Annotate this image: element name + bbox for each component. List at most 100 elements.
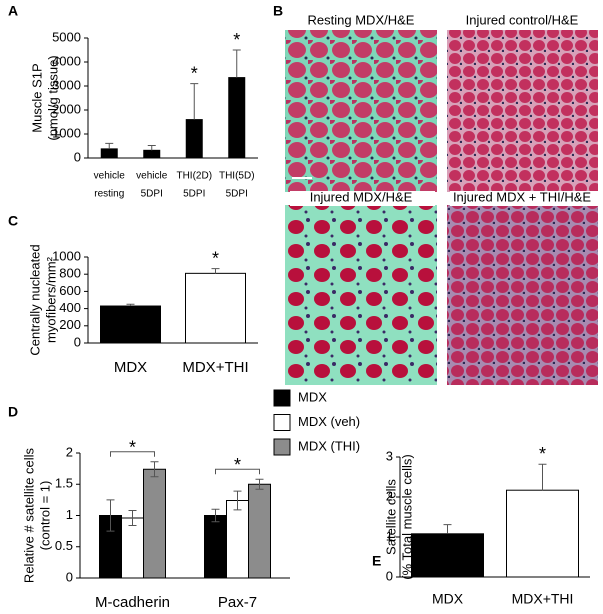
bar: [185, 272, 246, 344]
bar: [185, 119, 203, 159]
legend-swatch: [273, 438, 291, 456]
histology-image: [285, 205, 437, 385]
legend-swatch: [273, 389, 291, 407]
y-tick-label: 0.5: [55, 538, 73, 553]
y-axis-label: Relative # satellite cells: [21, 447, 36, 583]
bar: [121, 517, 144, 579]
bar: [248, 483, 271, 579]
bar: [100, 148, 118, 159]
y-axis-label: (% Total muscle cells): [399, 454, 414, 579]
y-tick-label: 200: [59, 317, 81, 332]
significance-mark: *: [234, 455, 241, 475]
error-bar: [255, 478, 264, 490]
significance-mark: *: [191, 63, 198, 83]
x-tick-label: resting: [94, 189, 124, 200]
x-tick-label: MDX: [432, 591, 464, 607]
bar: [506, 489, 579, 578]
histology-panel: B Resting MDX/H&E Injured control/H&E In…: [273, 3, 598, 385]
x-tick-label: M-cadherin: [95, 594, 170, 611]
error-bar: [190, 83, 199, 120]
x-tick-label: 5DPI: [141, 189, 163, 200]
panel-letter: B: [273, 3, 283, 19]
panel-letter: C: [8, 213, 18, 229]
x-tick-label: 5DPI: [183, 189, 205, 200]
panel-letter: E: [372, 553, 381, 569]
y-tick-label: 400: [59, 300, 81, 315]
error-bar: [233, 490, 242, 511]
x-tick-label: MDX: [114, 359, 147, 376]
y-tick-label: 800: [59, 266, 81, 281]
y-tick-label: 0: [74, 149, 81, 164]
y-tick-label: 2000: [52, 101, 81, 116]
x-tick-label: 5DPI: [226, 189, 248, 200]
x-tick-label: vehicle: [94, 171, 126, 182]
error-bar: [232, 49, 241, 78]
significance-bracket: [110, 451, 155, 457]
y-tick-label: 0: [386, 568, 393, 583]
legend-label: MDX (THI): [298, 438, 360, 453]
label-bg: [450, 191, 598, 206]
error-bar: [211, 508, 220, 523]
significance-mark: *: [233, 30, 240, 50]
panel-letter: D: [8, 404, 18, 420]
error-bar: [211, 268, 220, 274]
y-tick-label: 5000: [52, 29, 81, 44]
y-tick-label: 1000: [52, 125, 81, 140]
error-bar: [147, 145, 156, 151]
image-label: Resting MDX/H&E: [308, 12, 415, 27]
y-axis-label: Muscle S1P: [29, 63, 44, 132]
legend-swatch: [273, 414, 291, 431]
y-tick-label: 0: [74, 334, 81, 349]
y-tick-label: 4000: [52, 53, 81, 68]
y-tick-label: 1: [386, 528, 393, 543]
y-axis-label: (pmol/g tissue): [45, 55, 60, 140]
histology-image: [447, 205, 598, 385]
histology-image: [285, 30, 437, 192]
legend-label: MDX (veh): [298, 414, 360, 429]
panel-letter: A: [8, 3, 18, 19]
error-bar: [538, 463, 547, 491]
y-tick-label: 1000: [52, 248, 81, 263]
y-tick-label: 0: [66, 569, 73, 584]
error-bar: [126, 303, 135, 307]
histology-image: [447, 30, 598, 192]
y-axis-label: (control = 1): [37, 481, 52, 551]
bar: [143, 468, 166, 579]
error-bar: [128, 510, 137, 526]
error-bar: [105, 142, 114, 149]
significance-mark: *: [539, 444, 546, 464]
y-axis-label: Centrally nucleated: [27, 244, 42, 355]
bar: [100, 305, 161, 344]
error-bar: [106, 499, 115, 532]
image-label: Injured MDX + THI/H&E: [453, 189, 591, 204]
x-tick-label: THI(2D): [176, 171, 212, 182]
bar: [226, 500, 249, 579]
x-tick-label: Pax-7: [218, 594, 257, 611]
significance-mark: *: [212, 248, 219, 268]
y-tick-label: 3000: [52, 77, 81, 92]
legend-label: MDX: [298, 389, 327, 404]
y-tick-label: 1.5: [55, 476, 73, 491]
label-bg: [290, 191, 435, 206]
y-tick-label: 1: [66, 507, 73, 522]
bar: [228, 77, 246, 159]
image-label: Injured control/H&E: [466, 12, 579, 27]
y-axis-label: myofibers/mm²: [43, 256, 58, 343]
significance-mark: *: [129, 438, 136, 458]
bar: [143, 149, 161, 159]
bar: [411, 533, 484, 578]
image-label: Injured MDX/H&E: [310, 189, 413, 204]
x-tick-label: MDX+THI: [512, 591, 574, 607]
y-axis-label: Satellite cells: [383, 479, 398, 555]
y-tick-label: 600: [59, 283, 81, 298]
y-tick-label: 2: [66, 444, 73, 459]
bar: [204, 515, 227, 579]
x-tick-label: vehicle: [136, 171, 168, 182]
label-bg: [447, 10, 598, 30]
x-tick-label: MDX+THI: [182, 359, 248, 376]
error-bar: [150, 461, 159, 478]
significance-bracket: [215, 468, 260, 475]
x-tick-label: THI(5D): [219, 171, 255, 182]
y-tick-label: 2: [386, 488, 393, 503]
